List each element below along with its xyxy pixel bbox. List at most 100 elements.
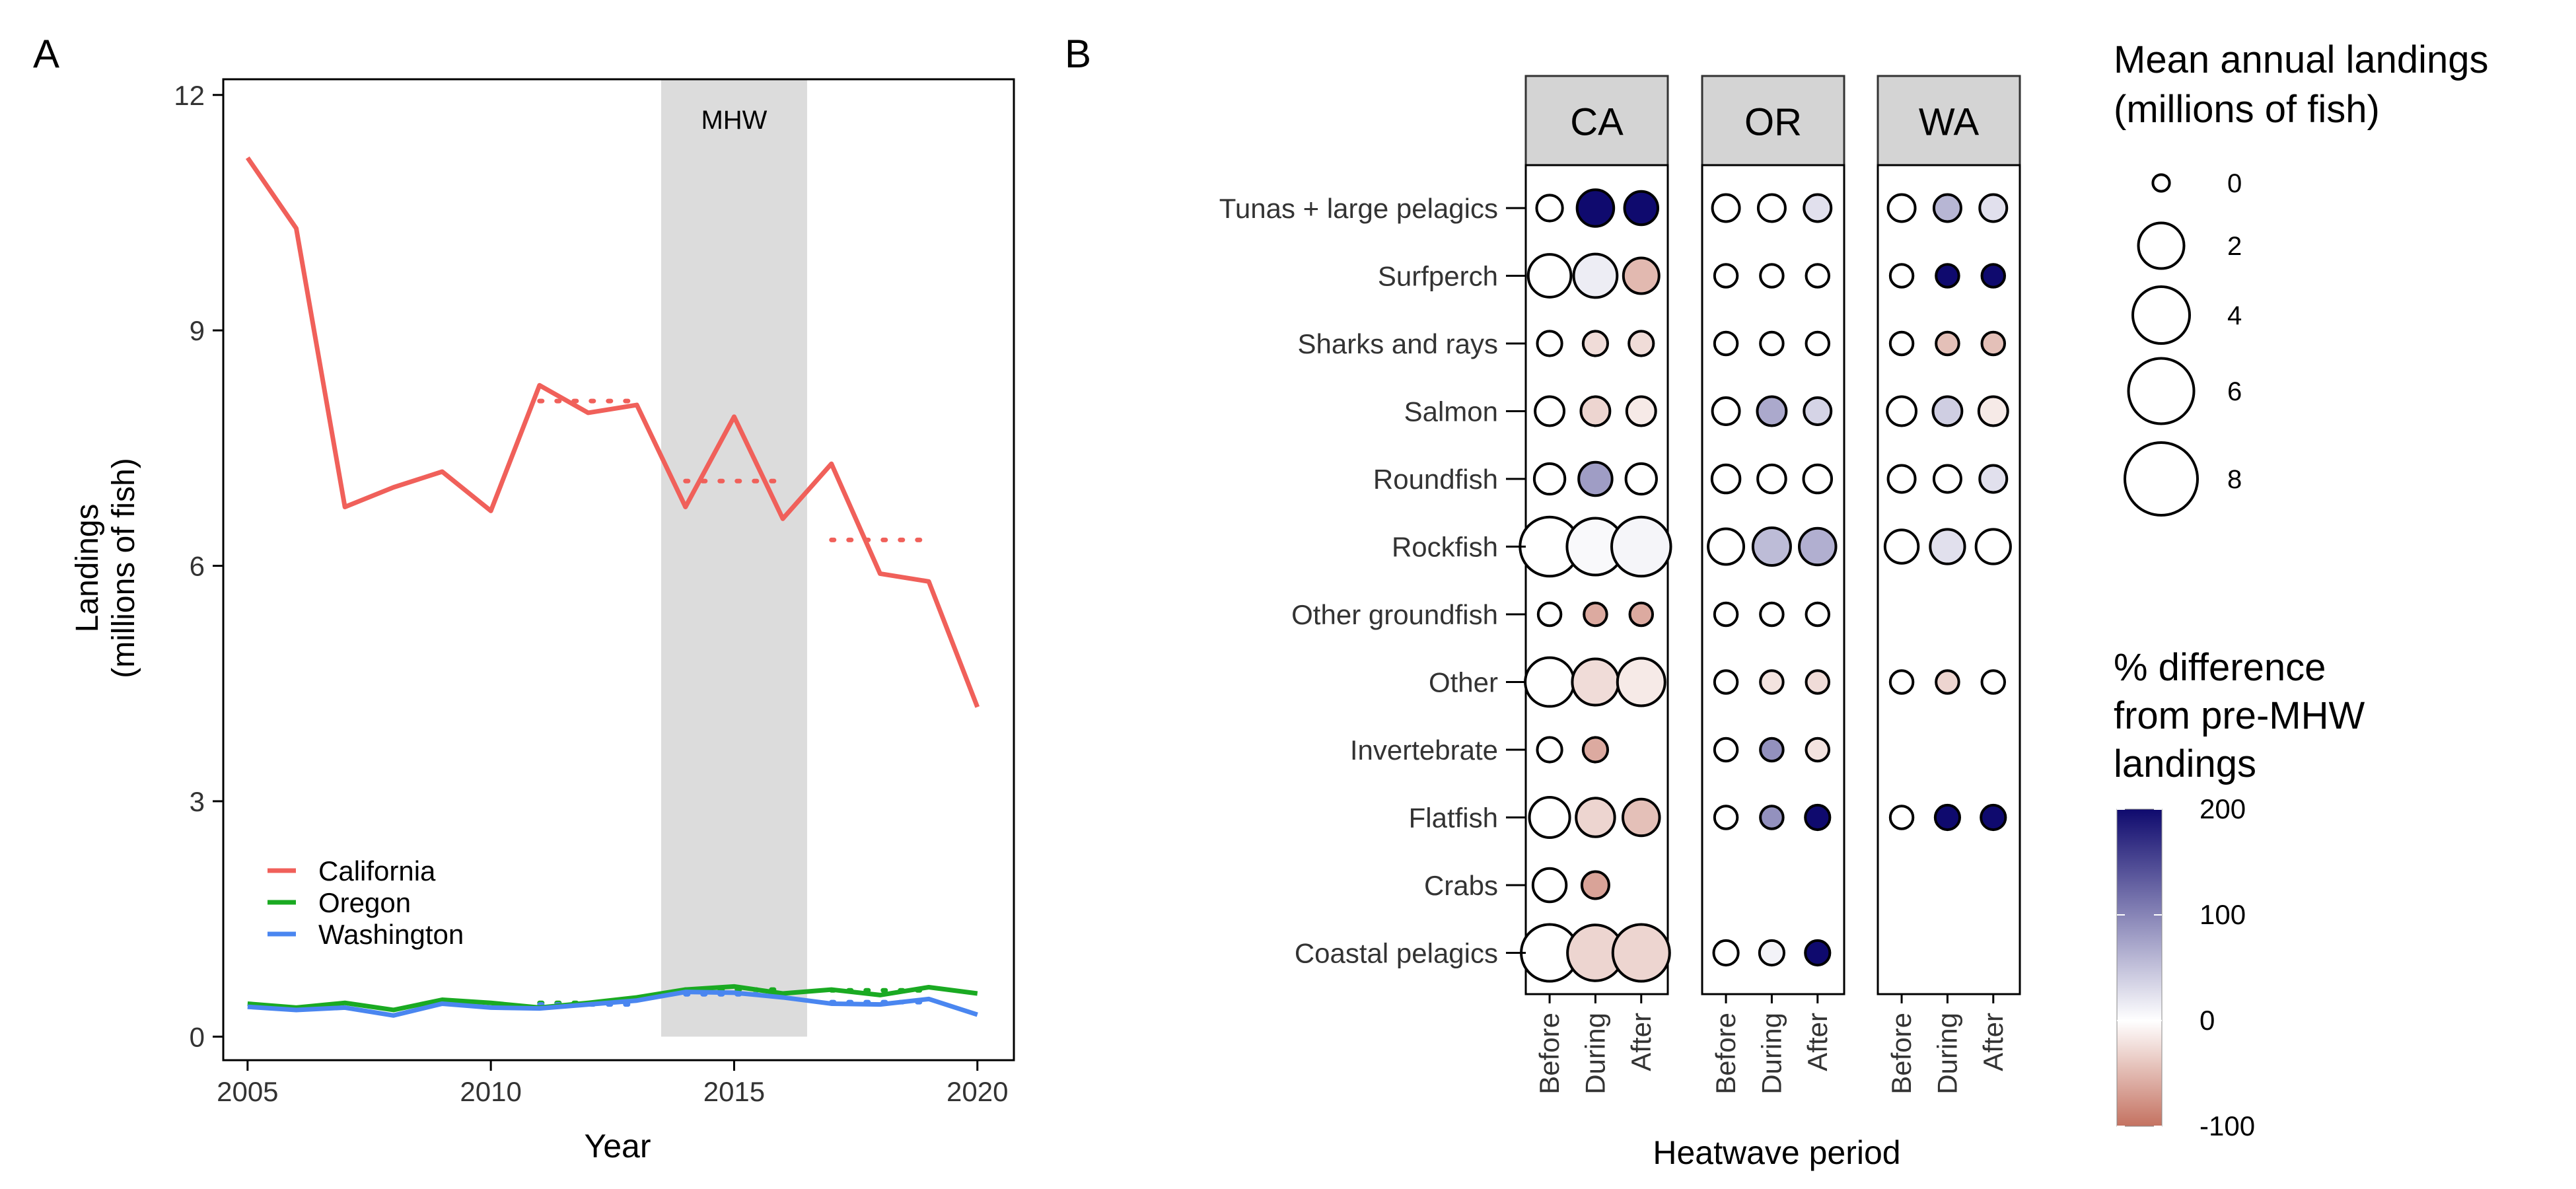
mhw-label: MHW (701, 106, 767, 135)
legend-label-california: California (318, 855, 436, 886)
dot-ca-tunas-large-pelagics-after (1623, 190, 1660, 227)
color-legend-label: 200 (2200, 793, 2246, 824)
dot-wa-tunas-large-pelagics-during (1932, 193, 1962, 223)
dot-or-rockfish-during (1751, 526, 1792, 567)
dot-wa-sharks-and-rays-before (1888, 330, 1915, 357)
dot-ca-flatfish-after (1622, 797, 1661, 838)
dot-or-sharks-and-rays-before (1713, 330, 1739, 357)
category-label: Invertebrate (1350, 735, 1498, 766)
dot-ca-other-groundfish-before (1536, 601, 1563, 628)
dot-or-invertebrate-before (1713, 737, 1739, 763)
category-labels: Tunas + large pelagics Surfperch Sharks an… (1219, 193, 1526, 969)
size-legend-label: 0 (2227, 169, 2242, 198)
dot-ca-sharks-and-rays-before (1536, 330, 1563, 357)
dot-wa-roundfish-before (1886, 464, 1917, 494)
dot-or-flatfish-before (1713, 805, 1739, 830)
dot-ca-tunas-large-pelagics-before (1535, 194, 1564, 223)
facet-panel-wa (1877, 164, 2021, 995)
dot-or-tunas-large-pelagics-during (1756, 193, 1787, 223)
category-label: Tunas + large pelagics (1219, 193, 1498, 224)
category-label: Sharks and rays (1298, 328, 1498, 359)
period-tick-label-during: During (1931, 1013, 1962, 1095)
x-tick-label: 2010 (460, 1076, 521, 1107)
x-axis-label-heatwave: Heatwave period (1653, 1134, 1900, 1171)
dot-wa-flatfish-after (1980, 803, 2007, 832)
dot-or-rockfish-before (1707, 527, 1746, 566)
dot-wa-surfperch-after (1980, 263, 2007, 289)
dot-wa-other-during (1935, 669, 1960, 695)
category-label: Other (1429, 667, 1498, 698)
dot-or-invertebrate-during (1759, 737, 1785, 763)
color-legend-label: 0 (2200, 1005, 2215, 1036)
dot-or-flatfish-during (1759, 805, 1785, 830)
dot-or-other-during (1759, 669, 1785, 695)
dot-or-surfperch-during (1759, 263, 1785, 289)
size-legend-circle (2151, 173, 2171, 193)
size-legend: 0 2 4 6 8 (2123, 169, 2242, 517)
dot-ca-invertebrate-during (1581, 736, 1610, 764)
dot-or-other-groundfish-after (1805, 601, 1831, 628)
dot-ca-other-during (1571, 657, 1620, 707)
color-legend-title-line3: landings (2114, 742, 2256, 785)
dot-or-coastal-pelagics-after (1804, 939, 1832, 967)
legend-label-washington: Washington (318, 919, 464, 950)
dot-or-sharks-and-rays-after (1805, 330, 1831, 357)
dot-or-invertebrate-after (1805, 737, 1831, 763)
period-tick-label-before: Before (1534, 1013, 1565, 1095)
dot-ca-crabs-during (1580, 870, 1610, 900)
dot-ca-surfperch-after (1622, 256, 1661, 295)
dot-wa-tunas-large-pelagics-before (1886, 193, 1917, 223)
dot-wa-flatfish-before (1888, 805, 1915, 830)
size-legend-label: 2 (2227, 232, 2242, 261)
legend-label-oregon: Oregon (318, 887, 411, 918)
x-tick-label: 2015 (703, 1076, 765, 1107)
dot-wa-rockfish-after (1974, 528, 2012, 565)
dot-or-salmon-before (1711, 396, 1741, 426)
dot-ca-flatfish-before (1528, 795, 1571, 840)
dot-ca-roundfish-after (1624, 462, 1658, 496)
dot-or-coastal-pelagics-during (1758, 939, 1786, 967)
size-legend-circle (2131, 285, 2191, 345)
dot-wa-salmon-after (1977, 395, 2009, 427)
color-legend-ticks: 200 100 0 -100 (2117, 793, 2255, 1141)
facet-panel-or (1701, 164, 1845, 995)
dot-or-coastal-pelagics-before (1712, 939, 1740, 967)
category-label: Crabs (1424, 870, 1498, 901)
category-label: Other groundfish (1291, 599, 1498, 630)
size-legend-title-line2: (millions of fish) (2114, 88, 2380, 131)
color-legend-bar (2116, 809, 2163, 1127)
x-tick-label: 2005 (217, 1076, 278, 1107)
facet-strip-or (1701, 75, 1845, 166)
category-label: Salmon (1404, 396, 1498, 427)
dot-ca-salmon-before (1534, 395, 1566, 427)
panel-a-line-chart: MHW 0 3 6 9 12 2005 2010 2015 2020 Year Landing… (70, 78, 1015, 1165)
color-legend-label: -100 (2200, 1110, 2255, 1141)
dot-ca-invertebrate-before (1536, 736, 1563, 764)
dot-wa-flatfish-during (1933, 803, 1962, 832)
dot-ca-roundfish-during (1577, 460, 1614, 497)
plot-frame (222, 78, 1015, 1062)
dot-wa-other-after (1980, 669, 2007, 695)
dot-ca-crabs-before (1531, 867, 1568, 904)
dot-wa-rockfish-during (1929, 528, 1966, 565)
size-legend-title-line1: Mean annual landings (2114, 38, 2489, 81)
dot-ca-other-groundfish-during (1583, 601, 1608, 628)
dot-or-sharks-and-rays-during (1759, 330, 1785, 357)
dot-wa-other-before (1888, 669, 1915, 695)
facet-ca: CA Before During After (1524, 75, 1669, 1095)
facet-title-ca: CA (1570, 101, 1624, 144)
dot-or-other-groundfish-before (1713, 601, 1739, 628)
category-label: Surfperch (1378, 261, 1498, 292)
facet-strip-wa (1877, 75, 2021, 166)
dot-or-other-before (1713, 669, 1739, 695)
dot-ca-coastal-pelagics-after (1611, 923, 1671, 983)
panel-label-b: B (1065, 32, 1091, 76)
y-tick-label: 3 (190, 786, 205, 817)
dot-or-salmon-after (1803, 396, 1833, 426)
dot-wa-rockfish-before (1883, 528, 1920, 565)
dot-ca-rockfish-after (1610, 515, 1672, 578)
series-line-california (245, 156, 980, 708)
